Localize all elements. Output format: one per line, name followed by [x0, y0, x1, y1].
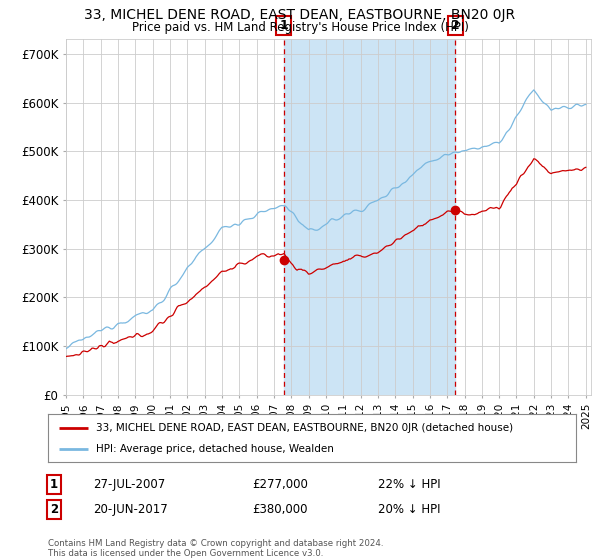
- Text: Contains HM Land Registry data © Crown copyright and database right 2024.
This d: Contains HM Land Registry data © Crown c…: [48, 539, 383, 558]
- Text: 1: 1: [280, 19, 288, 32]
- Text: HPI: Average price, detached house, Wealden: HPI: Average price, detached house, Weal…: [95, 444, 334, 454]
- Text: 1: 1: [50, 478, 58, 491]
- Text: 20-JUN-2017: 20-JUN-2017: [93, 503, 168, 516]
- Text: Price paid vs. HM Land Registry's House Price Index (HPI): Price paid vs. HM Land Registry's House …: [131, 21, 469, 34]
- Text: 2: 2: [451, 19, 460, 32]
- Text: £380,000: £380,000: [252, 503, 308, 516]
- Text: £277,000: £277,000: [252, 478, 308, 491]
- Text: 33, MICHEL DENE ROAD, EAST DEAN, EASTBOURNE, BN20 0JR: 33, MICHEL DENE ROAD, EAST DEAN, EASTBOU…: [85, 8, 515, 22]
- Text: 20% ↓ HPI: 20% ↓ HPI: [378, 503, 440, 516]
- Text: 27-JUL-2007: 27-JUL-2007: [93, 478, 165, 491]
- Text: 33, MICHEL DENE ROAD, EAST DEAN, EASTBOURNE, BN20 0JR (detached house): 33, MICHEL DENE ROAD, EAST DEAN, EASTBOU…: [95, 423, 512, 433]
- Bar: [284, 39, 455, 395]
- Text: 22% ↓ HPI: 22% ↓ HPI: [378, 478, 440, 491]
- Text: 2: 2: [50, 503, 58, 516]
